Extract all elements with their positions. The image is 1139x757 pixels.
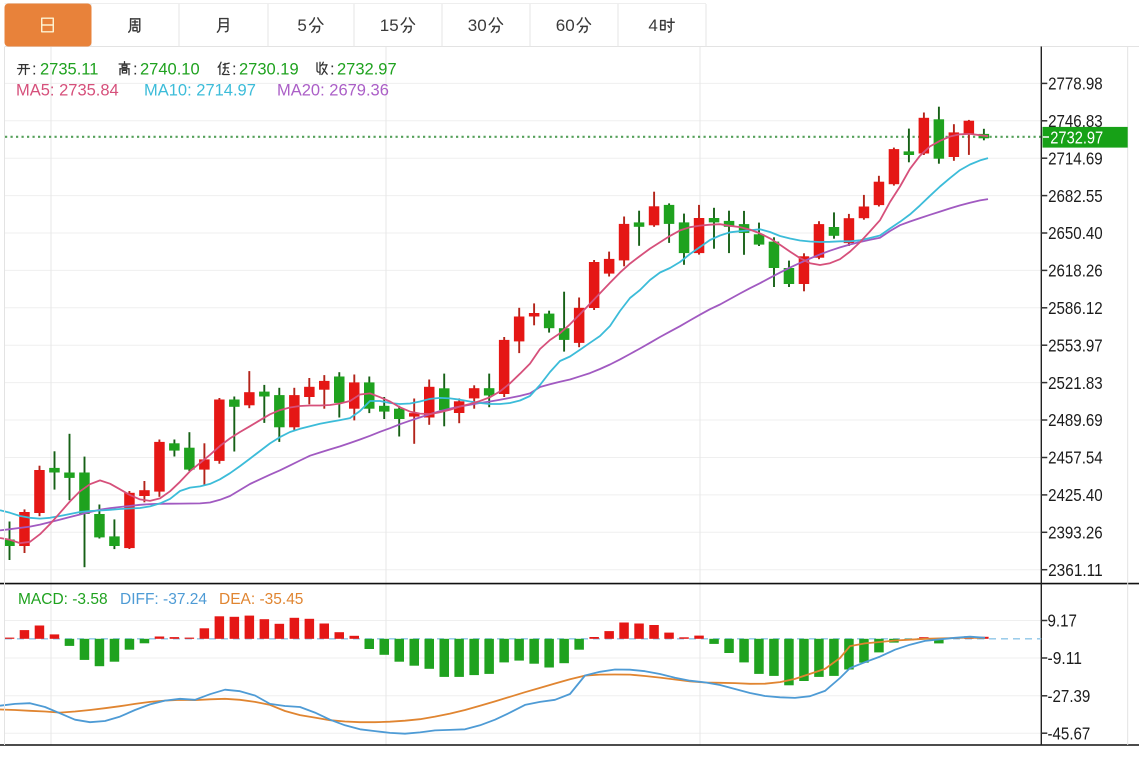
svg-text:2553.97: 2553.97: [1048, 335, 1103, 355]
svg-text::: :: [232, 61, 237, 79]
svg-text:2425.40: 2425.40: [1048, 485, 1103, 505]
svg-text:5: 5: [297, 16, 306, 35]
svg-text:MACD: -3.58: MACD: -3.58: [18, 591, 108, 608]
svg-text::: :: [330, 61, 335, 79]
svg-text:2682.55: 2682.55: [1048, 186, 1103, 206]
svg-text:2732.97: 2732.97: [1050, 127, 1103, 147]
svg-text:-9.11: -9.11: [1048, 648, 1082, 668]
svg-text::: :: [133, 61, 138, 79]
svg-text:2457.54: 2457.54: [1048, 448, 1103, 468]
svg-text::: :: [32, 61, 37, 79]
svg-text:2746.83: 2746.83: [1048, 111, 1103, 131]
svg-text:MA20: 2679.36: MA20: 2679.36: [277, 82, 389, 100]
svg-text:2740.10: 2740.10: [140, 61, 200, 79]
svg-text:2730.19: 2730.19: [239, 61, 299, 79]
svg-text:MA5: 2735.84: MA5: 2735.84: [16, 82, 119, 100]
svg-text:30: 30: [468, 16, 487, 35]
svg-text:-27.39: -27.39: [1048, 686, 1091, 706]
svg-text:DEA: -35.45: DEA: -35.45: [219, 591, 303, 608]
svg-text:-45.67: -45.67: [1048, 723, 1091, 743]
svg-text:2393.26: 2393.26: [1048, 523, 1103, 543]
svg-text:60: 60: [556, 16, 575, 35]
svg-text:MA10: 2714.97: MA10: 2714.97: [144, 82, 256, 100]
svg-text:2778.98: 2778.98: [1048, 74, 1103, 94]
svg-text:2586.12: 2586.12: [1048, 298, 1103, 318]
svg-text:4: 4: [648, 16, 657, 35]
svg-text:2732.97: 2732.97: [337, 61, 397, 79]
svg-text:2521.83: 2521.83: [1048, 373, 1103, 393]
svg-text:2735.11: 2735.11: [40, 61, 98, 79]
svg-text:2618.26: 2618.26: [1048, 261, 1103, 281]
svg-text:2714.69: 2714.69: [1048, 148, 1103, 168]
svg-text:DIFF: -37.24: DIFF: -37.24: [120, 591, 207, 608]
svg-text:2489.69: 2489.69: [1048, 410, 1103, 430]
svg-text:9.17: 9.17: [1048, 611, 1077, 631]
svg-text:2650.40: 2650.40: [1048, 223, 1103, 243]
svg-text:15: 15: [380, 16, 399, 35]
svg-text:2361.11: 2361.11: [1048, 560, 1103, 580]
